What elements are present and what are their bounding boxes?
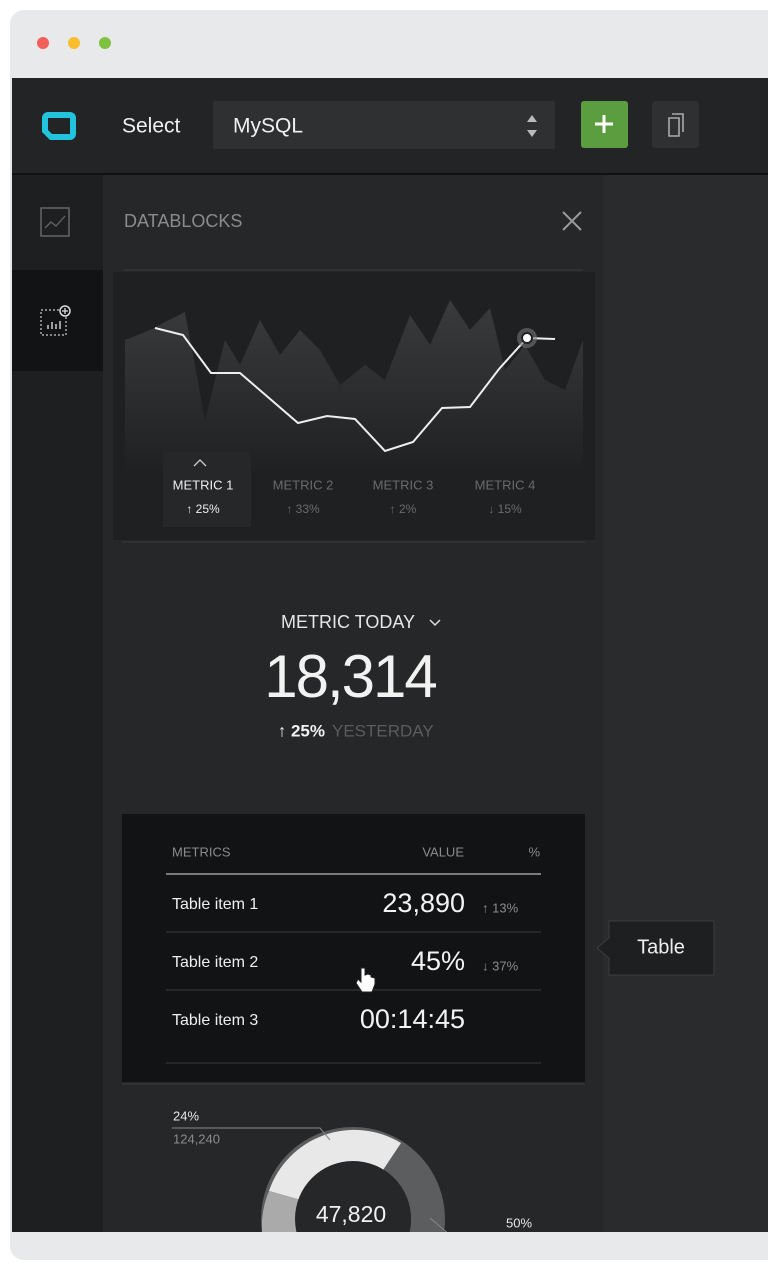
logo[interactable] xyxy=(42,112,76,140)
minimize-dot[interactable] xyxy=(68,37,80,49)
table-cell-name: Table item 3 xyxy=(172,1012,258,1029)
donut-label: 50% xyxy=(506,1215,532,1230)
metric-tab-change: ↑ 33% xyxy=(286,502,320,516)
table-cell-value: 23,890 xyxy=(382,888,465,918)
table-block xyxy=(122,814,585,1082)
table-cell-value: 00:14:45 xyxy=(360,1004,465,1034)
panel-title: DATABLOCKS xyxy=(124,211,242,231)
app: Select MySQL DATABLOCKS METRIC 1 ↑ 25% MET… xyxy=(12,78,768,1232)
metric-today-comparison: YESTERDAY xyxy=(332,721,434,740)
table-cell-name: Table item 2 xyxy=(172,954,258,971)
tooltip-text: Table xyxy=(637,936,685,958)
metric-tab-name: METRIC 1 xyxy=(173,477,234,492)
metric-today-label[interactable]: METRIC TODAY xyxy=(281,612,415,632)
maximize-dot[interactable] xyxy=(99,37,111,49)
metric-tab-name: METRIC 4 xyxy=(475,477,536,492)
metric-tab-change: ↓ 15% xyxy=(488,502,522,516)
metric-today-value: 18,314 xyxy=(264,643,436,710)
tooltip xyxy=(596,920,715,976)
metric-tab-change: ↑ 25% xyxy=(186,502,220,516)
table-header: % xyxy=(528,844,540,859)
metric-tab-name: METRIC 3 xyxy=(373,477,434,492)
chart-icon[interactable] xyxy=(40,207,70,237)
select-label: Select xyxy=(122,115,181,138)
donut-segment[interactable] xyxy=(261,1191,301,1232)
table-cell-percent: ↑ 13% xyxy=(482,900,519,915)
donut-label: 124,240 xyxy=(173,1131,220,1146)
table-cell-name: Table item 1 xyxy=(172,896,258,913)
table-header: VALUE xyxy=(422,844,464,859)
metric-tab-name: METRIC 2 xyxy=(273,477,334,492)
metric-tab-active[interactable] xyxy=(163,452,251,527)
metric-tab-change: ↑ 2% xyxy=(390,502,417,516)
table-cell-value: 45% xyxy=(411,946,465,976)
select-box[interactable] xyxy=(213,101,555,149)
donut-label: 24% xyxy=(173,1108,199,1123)
table-header: METRICS xyxy=(172,844,231,859)
cursor xyxy=(355,967,376,993)
select-arrows xyxy=(527,115,537,137)
datablock-icon xyxy=(40,309,67,336)
metric-today-change: ↑ 25% xyxy=(278,721,325,740)
table-cell-percent: ↓ 37% xyxy=(482,958,519,973)
copy-button[interactable] xyxy=(652,101,699,148)
sparkline-point[interactable] xyxy=(521,332,533,344)
area-shape xyxy=(125,300,583,470)
donut-center: 47,820 xyxy=(316,1201,386,1227)
sparkline xyxy=(154,327,556,453)
select-value: MySQL xyxy=(233,115,303,138)
sidebar-active[interactable] xyxy=(12,270,103,371)
close-panel[interactable] xyxy=(562,211,582,231)
close-dot[interactable] xyxy=(37,37,49,49)
